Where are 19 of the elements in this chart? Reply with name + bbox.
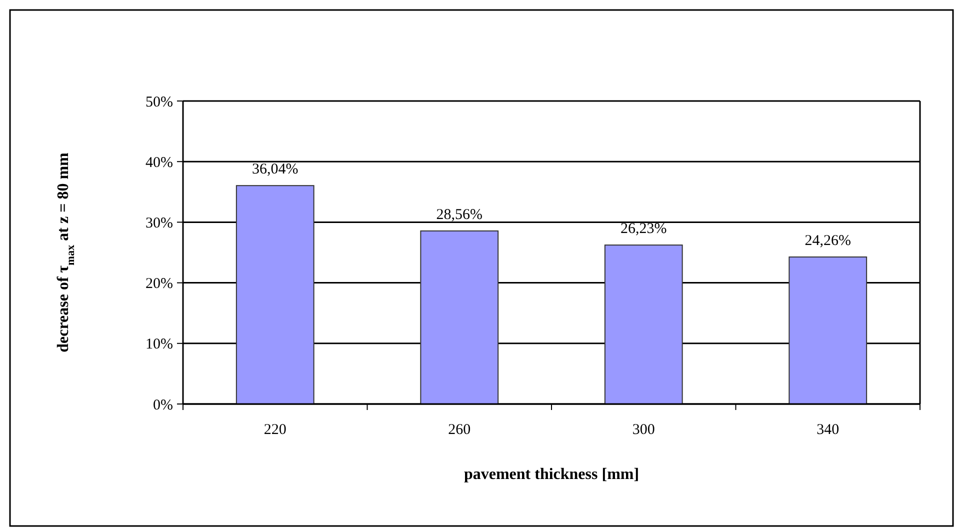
data-label: 28,56% bbox=[436, 206, 482, 223]
data-label: 26,23% bbox=[620, 221, 667, 238]
y-tick-label: 30% bbox=[146, 215, 173, 232]
x-tick-label: 260 bbox=[448, 422, 471, 438]
y-tick-label: 10% bbox=[146, 336, 173, 353]
y-tick-label: 20% bbox=[146, 276, 173, 292]
x-tick-label: 300 bbox=[632, 422, 655, 438]
x-tick-label: 220 bbox=[264, 422, 286, 438]
data-label: 36,04% bbox=[252, 162, 298, 178]
bar bbox=[420, 230, 499, 404]
x-tick-label: 340 bbox=[816, 422, 840, 438]
data-label: 24,26% bbox=[804, 232, 851, 249]
y-tick-label: 40% bbox=[146, 154, 173, 171]
x-axis-title: pavement thickness [mm] bbox=[464, 466, 640, 483]
y-tick-label: 50% bbox=[146, 94, 173, 110]
bar bbox=[236, 185, 314, 404]
bar bbox=[604, 244, 683, 404]
bar bbox=[788, 256, 868, 404]
y-tick-label: 0% bbox=[153, 397, 173, 414]
